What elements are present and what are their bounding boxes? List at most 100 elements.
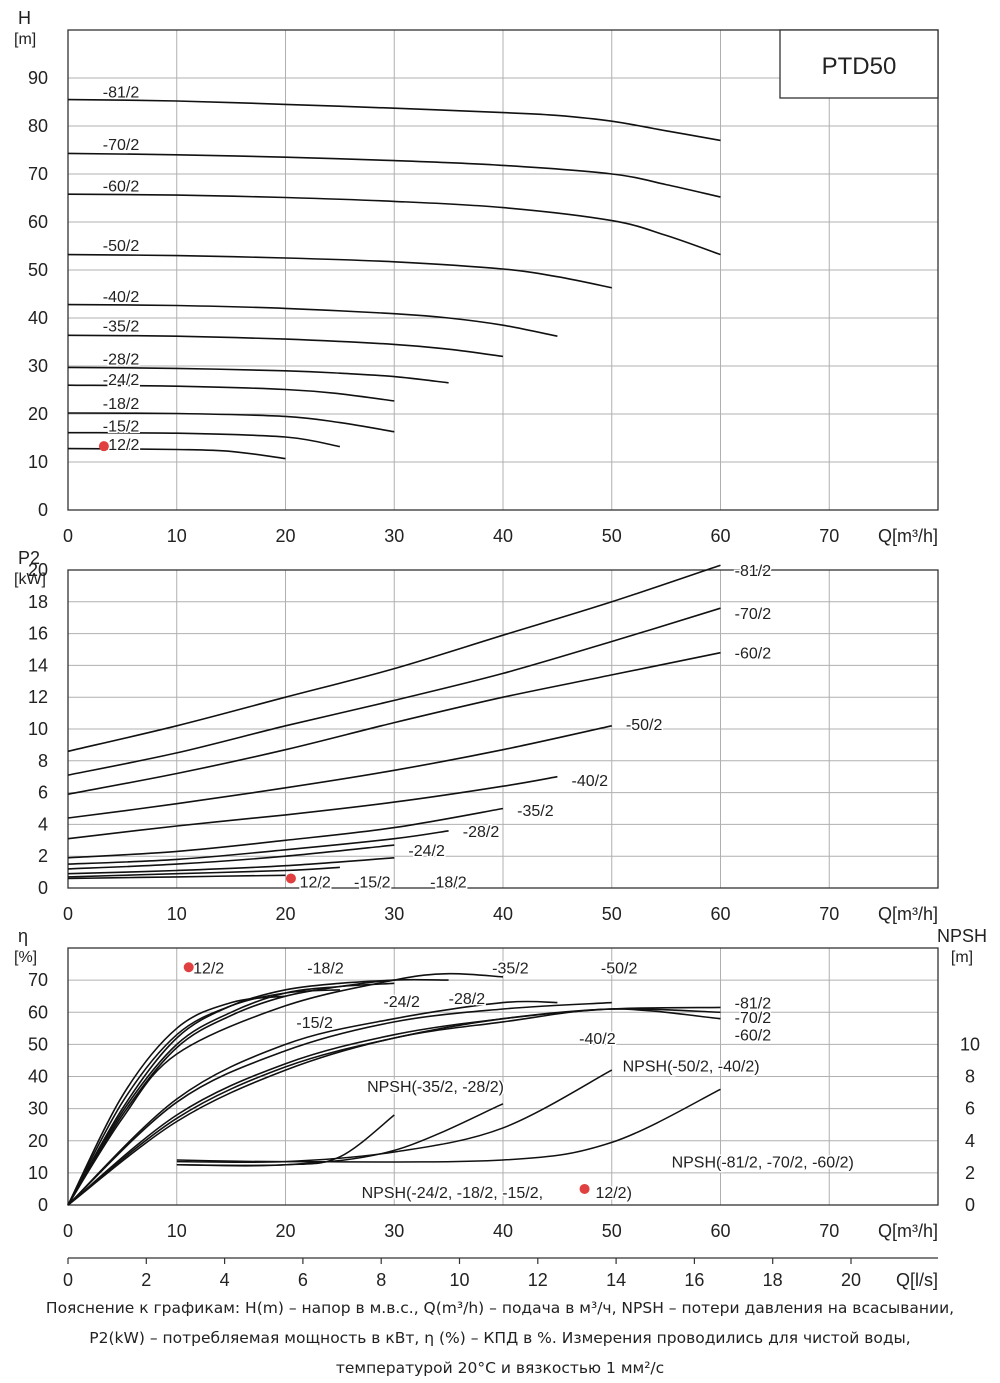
y-tick-label: 90 <box>28 68 48 88</box>
curve-label: -35/2 <box>517 803 554 820</box>
x-tick-label: 30 <box>384 1221 404 1241</box>
curve--18/2 <box>67 979 395 1206</box>
ls-tick-label: 0 <box>63 1270 73 1290</box>
npsh-curve <box>176 1103 504 1167</box>
power-grid <box>68 569 938 888</box>
head-grid <box>68 30 938 510</box>
y2-tick-label: 2 <box>965 1163 975 1183</box>
curve--40/2 <box>67 303 558 337</box>
y2-tick-label: 6 <box>965 1099 975 1119</box>
curve-label: -24/2 <box>383 994 420 1011</box>
y-tick-label: 2 <box>38 846 48 866</box>
x-tick-label: 10 <box>167 904 187 924</box>
x-tick-label: 0 <box>63 904 73 924</box>
curve--35/2 <box>67 334 504 358</box>
y-axis-unit: [m] <box>14 31 36 48</box>
curve-label: -18/2 <box>307 960 344 977</box>
curve--70/2 <box>67 607 721 776</box>
operating-point-marker <box>98 441 109 452</box>
y-tick-label: 10 <box>28 719 48 739</box>
curve--60/2 <box>67 1008 721 1206</box>
ls-tick-label: 12 <box>528 1270 548 1290</box>
x-tick-label: 50 <box>602 904 622 924</box>
curve--81/2 <box>67 98 721 142</box>
curve--28/2 <box>67 366 449 384</box>
x-tick-label: 30 <box>384 904 404 924</box>
caption: Пояснение к графикам: H(m) – напор в м.в… <box>0 1293 1000 1383</box>
x-tick-label: 70 <box>819 1221 839 1241</box>
ls-tick-label: 20 <box>841 1270 861 1290</box>
y-tick-label: 40 <box>28 308 48 328</box>
ls-tick-label: 16 <box>684 1270 704 1290</box>
y-axis-unit: [kW] <box>14 571 46 588</box>
curve-label: 12/2) <box>595 1185 631 1202</box>
curve--60/2 <box>67 651 721 795</box>
x-tick-label: 40 <box>493 526 513 546</box>
curve-label: -28/2 <box>449 991 486 1008</box>
y-tick-label: 0 <box>38 500 48 520</box>
curve--28/2 <box>67 978 449 1206</box>
ls-tick-label: 14 <box>606 1270 626 1290</box>
curve-label: -28/2 <box>463 824 500 841</box>
curve--18/2 <box>67 412 395 433</box>
y-axis-label: η <box>18 926 28 946</box>
y-tick-label: 20 <box>28 404 48 424</box>
curve-label: -24/2 <box>408 843 445 860</box>
x-tick-label: 30 <box>384 526 404 546</box>
npsh-curve <box>176 1088 721 1163</box>
curve-label: -60/2 <box>103 179 140 196</box>
y2-tick-label: 0 <box>965 1195 975 1215</box>
y-tick-label: 80 <box>28 116 48 136</box>
curve--24/2 <box>67 982 395 1206</box>
y-tick-label: 6 <box>38 783 48 803</box>
ls-axis: 0 2 4 6 8 10 12 14 16 18 20 Q[l/s] <box>63 1257 938 1290</box>
curve-label: -50/2 <box>601 960 638 977</box>
curve--50/2 <box>67 725 612 819</box>
curve--70/2 <box>67 152 721 198</box>
y-axis-label: P2 <box>18 548 40 568</box>
y-tick-label: 18 <box>28 592 48 612</box>
curve--81/2 <box>67 564 721 753</box>
efficiency-frame <box>67 947 939 1206</box>
ls-axis-label: Q[l/s] <box>896 1270 938 1290</box>
curve--40/2 <box>67 775 558 840</box>
ls-tick-label: 18 <box>763 1270 783 1290</box>
head-frame <box>67 29 939 511</box>
curve--24/2 <box>67 844 395 870</box>
curve-label: -81/2 <box>103 84 140 101</box>
operating-point-marker <box>183 962 194 973</box>
y-tick-label: 30 <box>28 356 48 376</box>
x-axis-label: Q[m³/h] <box>878 1221 938 1241</box>
x-tick-label: 20 <box>275 1221 295 1241</box>
x-tick-label: 70 <box>819 904 839 924</box>
y-tick-label: 50 <box>28 260 48 280</box>
y-tick-label: 12 <box>28 687 48 707</box>
curve--35/2 <box>67 807 504 859</box>
curve-label: -70/2 <box>735 606 772 623</box>
x-tick-label: 20 <box>275 904 295 924</box>
curve-label: -81/2 <box>735 563 772 580</box>
y-axis-label: H <box>18 8 31 28</box>
curve-label: -40/2 <box>103 289 140 306</box>
y2-tick-label: 8 <box>965 1067 975 1087</box>
y-tick-label: 0 <box>38 1195 48 1215</box>
curve-label: -81/2 <box>735 996 772 1013</box>
x-tick-label: 10 <box>167 526 187 546</box>
ls-tick-label: 6 <box>298 1270 308 1290</box>
curve-12/2 <box>67 995 286 1206</box>
curve-label: 12/2 <box>300 875 331 892</box>
y-tick-label: 40 <box>28 1067 48 1087</box>
x-tick-label: 50 <box>602 526 622 546</box>
y-tick-label: 0 <box>38 878 48 898</box>
curve--24/2 <box>67 384 395 402</box>
curve--18/2 <box>67 857 395 875</box>
y-tick-label: 60 <box>28 212 48 232</box>
curve-label: -15/2 <box>296 1015 333 1032</box>
curve-label: -35/2 <box>103 319 140 336</box>
ls-tick-label: 10 <box>449 1270 469 1290</box>
power-frame <box>67 569 939 889</box>
x-tick-label: 0 <box>63 526 73 546</box>
x-axis-label: Q[m³/h] <box>878 526 938 546</box>
curve--28/2 <box>67 830 449 865</box>
curve-label: -15/2 <box>354 875 391 892</box>
